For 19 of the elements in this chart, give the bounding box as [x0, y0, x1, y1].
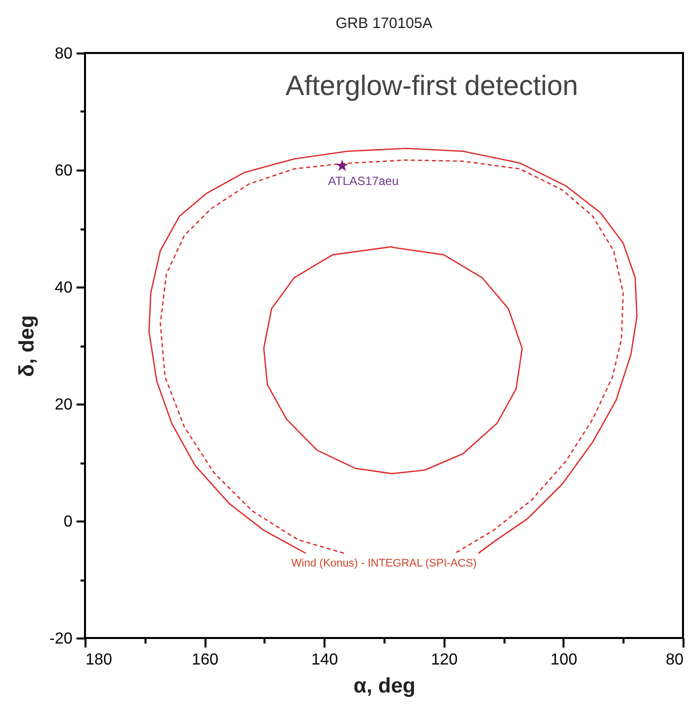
- line-series: [263, 246, 523, 474]
- y-axis-title: δ, deg: [15, 315, 38, 377]
- annotation: Wind (Konus) - INTEGRAL (SPI-ACS): [291, 557, 477, 570]
- annotation: Afterglow-first detection: [286, 70, 578, 101]
- x-tick-label: 160: [192, 652, 219, 668]
- x-tick-label: 140: [311, 652, 338, 668]
- chart-title: GRB 170105A: [336, 15, 432, 32]
- x-tick-label: 80: [666, 652, 684, 668]
- y-tick-label: 40: [54, 280, 73, 296]
- y-tick-label: 0: [64, 514, 73, 530]
- x-tick-label: 100: [550, 652, 578, 668]
- x-tick-label: 180: [86, 652, 112, 668]
- y-tick-label: 80: [54, 46, 73, 62]
- y-tick-label: 20: [54, 396, 73, 414]
- y-tick-label: -20: [49, 630, 73, 648]
- y-tick-label: 60: [54, 162, 73, 180]
- annotation: ATLAS17aeu: [328, 174, 399, 188]
- x-tick-label: 120: [430, 652, 458, 668]
- x-axis-title: α, deg: [354, 674, 416, 698]
